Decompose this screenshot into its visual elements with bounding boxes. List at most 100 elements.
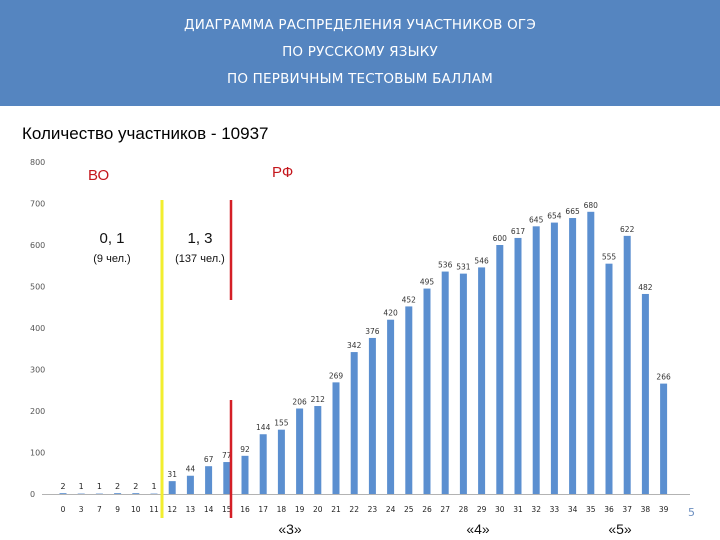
- bar-value-label: 376: [365, 327, 380, 336]
- x-tick-label: 25: [404, 505, 414, 514]
- bar: [168, 481, 176, 494]
- bar-value-label: 1: [151, 482, 156, 491]
- x-tick-label: 37: [622, 505, 632, 514]
- bar-value-label: 2: [60, 482, 65, 491]
- bar-value-label: 1: [79, 482, 84, 491]
- bar-value-label: 44: [186, 465, 196, 474]
- x-tick-label: 11: [149, 505, 159, 514]
- bar: [132, 493, 140, 494]
- bar: [114, 493, 122, 494]
- bar: [569, 218, 577, 494]
- x-tick-label: 38: [641, 505, 651, 514]
- bar-value-label: 92: [240, 445, 250, 454]
- y-tick-label: 700: [30, 200, 45, 209]
- x-tick-label: 29: [477, 505, 487, 514]
- y-tick-label: 0: [30, 490, 35, 499]
- bar: [387, 319, 395, 494]
- bar: [532, 226, 540, 494]
- bar: [478, 267, 486, 494]
- bar: [223, 462, 231, 494]
- bar-value-label: 622: [620, 225, 635, 234]
- bar: [514, 237, 522, 494]
- x-tick-label: 24: [386, 505, 396, 514]
- x-tick-label: 7: [97, 505, 102, 514]
- bar-value-label: 482: [638, 283, 653, 292]
- bar-value-label: 600: [493, 234, 508, 243]
- bar-value-label: 269: [329, 371, 344, 380]
- bar: [587, 211, 595, 495]
- x-tick-label: 3: [79, 505, 84, 514]
- x-tick-label: 16: [240, 505, 250, 514]
- bar-value-label: 536: [438, 261, 453, 270]
- x-tick-label: 21: [331, 505, 341, 514]
- bar: [186, 475, 194, 494]
- x-tick-label: 39: [659, 505, 669, 514]
- bar-value-label: 420: [383, 309, 398, 318]
- x-tick-label: 27: [440, 505, 450, 514]
- bar: [277, 429, 285, 494]
- vo-percent: 0, 1: [99, 230, 124, 247]
- x-tick-label: 31: [513, 505, 523, 514]
- bar-value-label: 212: [311, 395, 326, 404]
- bar: [405, 306, 413, 494]
- bar-value-label: 266: [656, 373, 671, 382]
- x-tick-label: 12: [167, 505, 177, 514]
- title-line-3: ПО ПЕРВИЧНЫМ ТЕСТОВЫМ БАЛЛАМ: [227, 71, 493, 87]
- x-tick-label: 14: [204, 505, 214, 514]
- x-tick-label: 19: [295, 505, 305, 514]
- y-tick-label: 100: [30, 449, 45, 458]
- y-tick-label: 300: [30, 366, 45, 375]
- grade-label: «3»: [278, 521, 302, 537]
- x-tick-label: 28: [459, 505, 469, 514]
- x-tick-label: 20: [313, 505, 323, 514]
- x-tick-label: 9: [115, 505, 120, 514]
- bar-value-label: 31: [167, 470, 177, 479]
- rf-percent: 1, 3: [187, 230, 212, 247]
- bar: [259, 434, 267, 494]
- bar-value-label: 206: [292, 398, 307, 407]
- bar-value-label: 654: [547, 212, 562, 221]
- bar-value-label: 155: [274, 419, 289, 428]
- x-tick-label: 34: [568, 505, 578, 514]
- bar: [205, 466, 213, 494]
- x-tick-label: 10: [131, 505, 141, 514]
- vo-people: (9 чел.): [93, 253, 130, 265]
- bar: [241, 455, 249, 494]
- x-tick-label: 22: [349, 505, 359, 514]
- grade-label: «4»: [466, 521, 490, 537]
- bar: [623, 235, 631, 494]
- bar-value-label: 77: [222, 451, 232, 460]
- y-tick-label: 400: [30, 324, 45, 333]
- x-tick-label: 0: [61, 505, 66, 514]
- y-tick-label: 200: [30, 407, 45, 416]
- x-tick-label: 23: [368, 505, 378, 514]
- bar-value-label: 2: [133, 482, 138, 491]
- y-tick-label: 500: [30, 283, 45, 292]
- bar-value-label: 555: [602, 253, 617, 262]
- title-line-1: ДИАГРАММА РАСПРЕДЕЛЕНИЯ УЧАСТНИКОВ ОГЭ: [184, 17, 536, 33]
- bar: [423, 288, 431, 494]
- x-tick-label: 13: [186, 505, 196, 514]
- bar-value-label: 680: [584, 201, 599, 210]
- x-tick-label: 18: [277, 505, 287, 514]
- bar: [660, 383, 668, 494]
- bar-value-label: 495: [420, 278, 435, 287]
- bar-value-label: 342: [347, 341, 362, 350]
- title-line-2: ПО РУССКОМУ ЯЗЫКУ: [282, 44, 438, 60]
- bar-value-label: 531: [456, 263, 471, 272]
- x-tick-label: 26: [422, 505, 432, 514]
- bar: [641, 293, 649, 494]
- bar-value-label: 144: [256, 423, 271, 432]
- rf-label: РФ: [272, 164, 293, 181]
- bar: [368, 337, 376, 494]
- bar: [296, 408, 304, 494]
- y-tick-label: 800: [30, 158, 45, 167]
- bar: [314, 406, 322, 494]
- bar-value-label: 1: [97, 482, 102, 491]
- x-tick-label: 32: [531, 505, 541, 514]
- x-tick-label: 17: [258, 505, 268, 514]
- bar-value-label: 645: [529, 215, 544, 224]
- x-tick-label: 30: [495, 505, 505, 514]
- grade-label: «5»: [608, 521, 632, 537]
